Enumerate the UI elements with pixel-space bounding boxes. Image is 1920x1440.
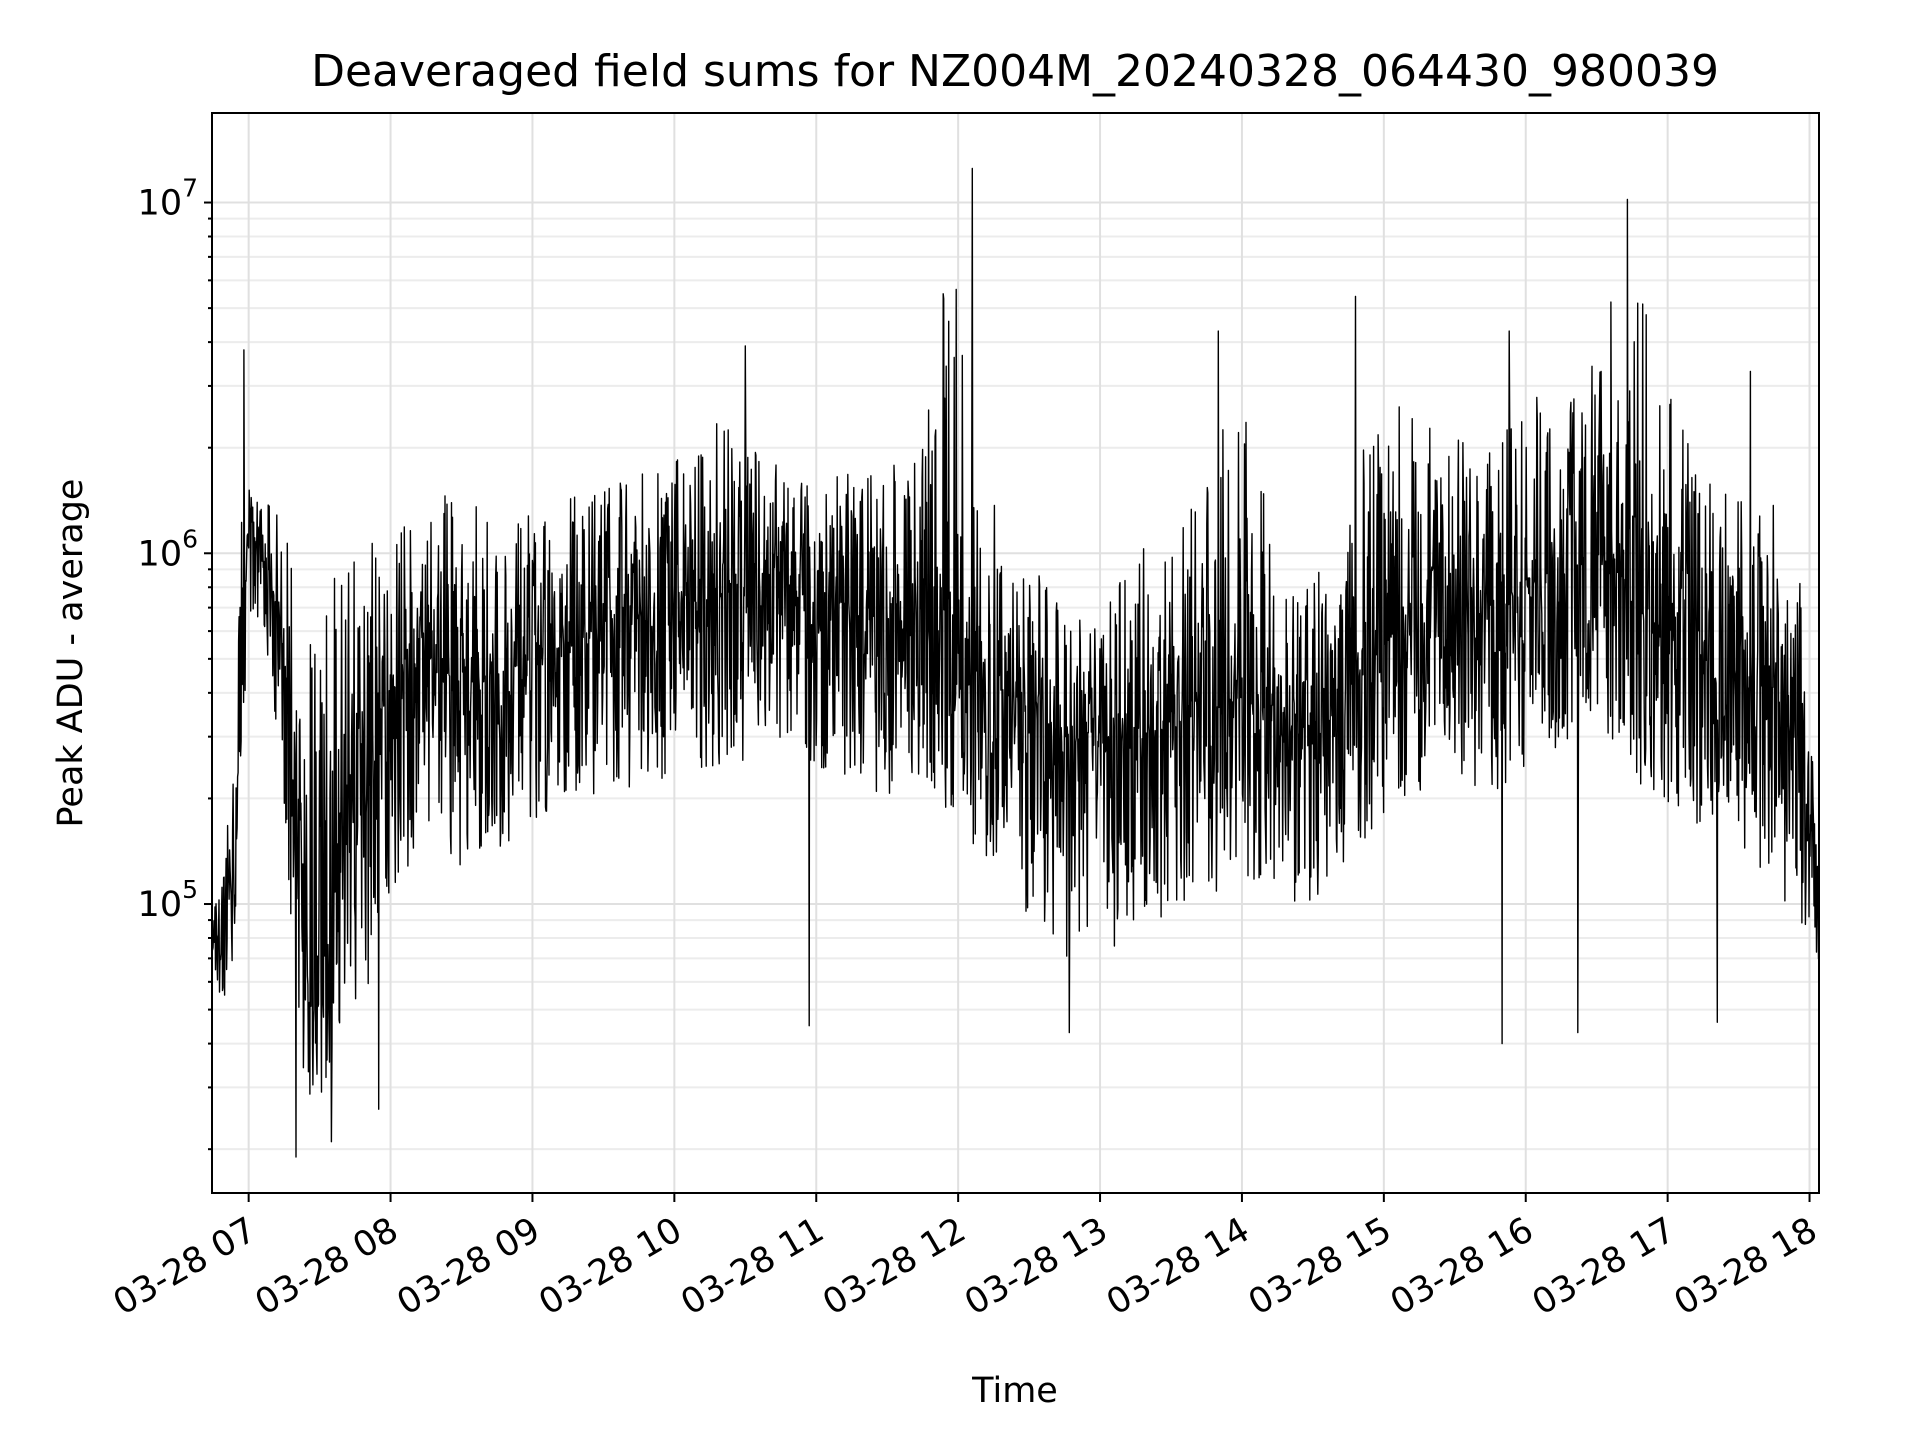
axes-frame [211,112,1820,1194]
x-tick-label: 03-28 12 [816,1210,972,1323]
x-tick-label: 03-28 11 [674,1210,830,1323]
y-axis-label: Peak ADU - average [51,479,91,828]
x-axis-label: Time [971,1371,1058,1411]
chart-title: Deaveraged field sums for NZ004M_2024032… [311,46,1719,97]
x-tick-label: 03-28 09 [391,1210,547,1323]
x-tick-label: 03-28 13 [958,1210,1114,1323]
y-axis: 105 106 107 [138,174,212,1151]
x-tick-label: 03-28 07 [107,1210,263,1323]
y-tick-label: 107 [138,174,198,224]
y-tick-label: 105 [138,875,198,925]
x-tick-label: 03-28 08 [249,1210,405,1323]
series-line [211,167,1820,1158]
x-tick-label: 03-28 18 [1668,1210,1824,1323]
x-tick-label: 03-28 14 [1100,1210,1256,1323]
x-tick-label: 03-28 10 [533,1210,689,1323]
x-tick-label: 03-28 15 [1242,1210,1398,1323]
x-tick-label: 03-28 16 [1384,1210,1540,1323]
y-tick-label: 106 [138,524,198,574]
x-tick-label: 03-28 17 [1526,1210,1682,1323]
plot-area [211,167,1820,1158]
